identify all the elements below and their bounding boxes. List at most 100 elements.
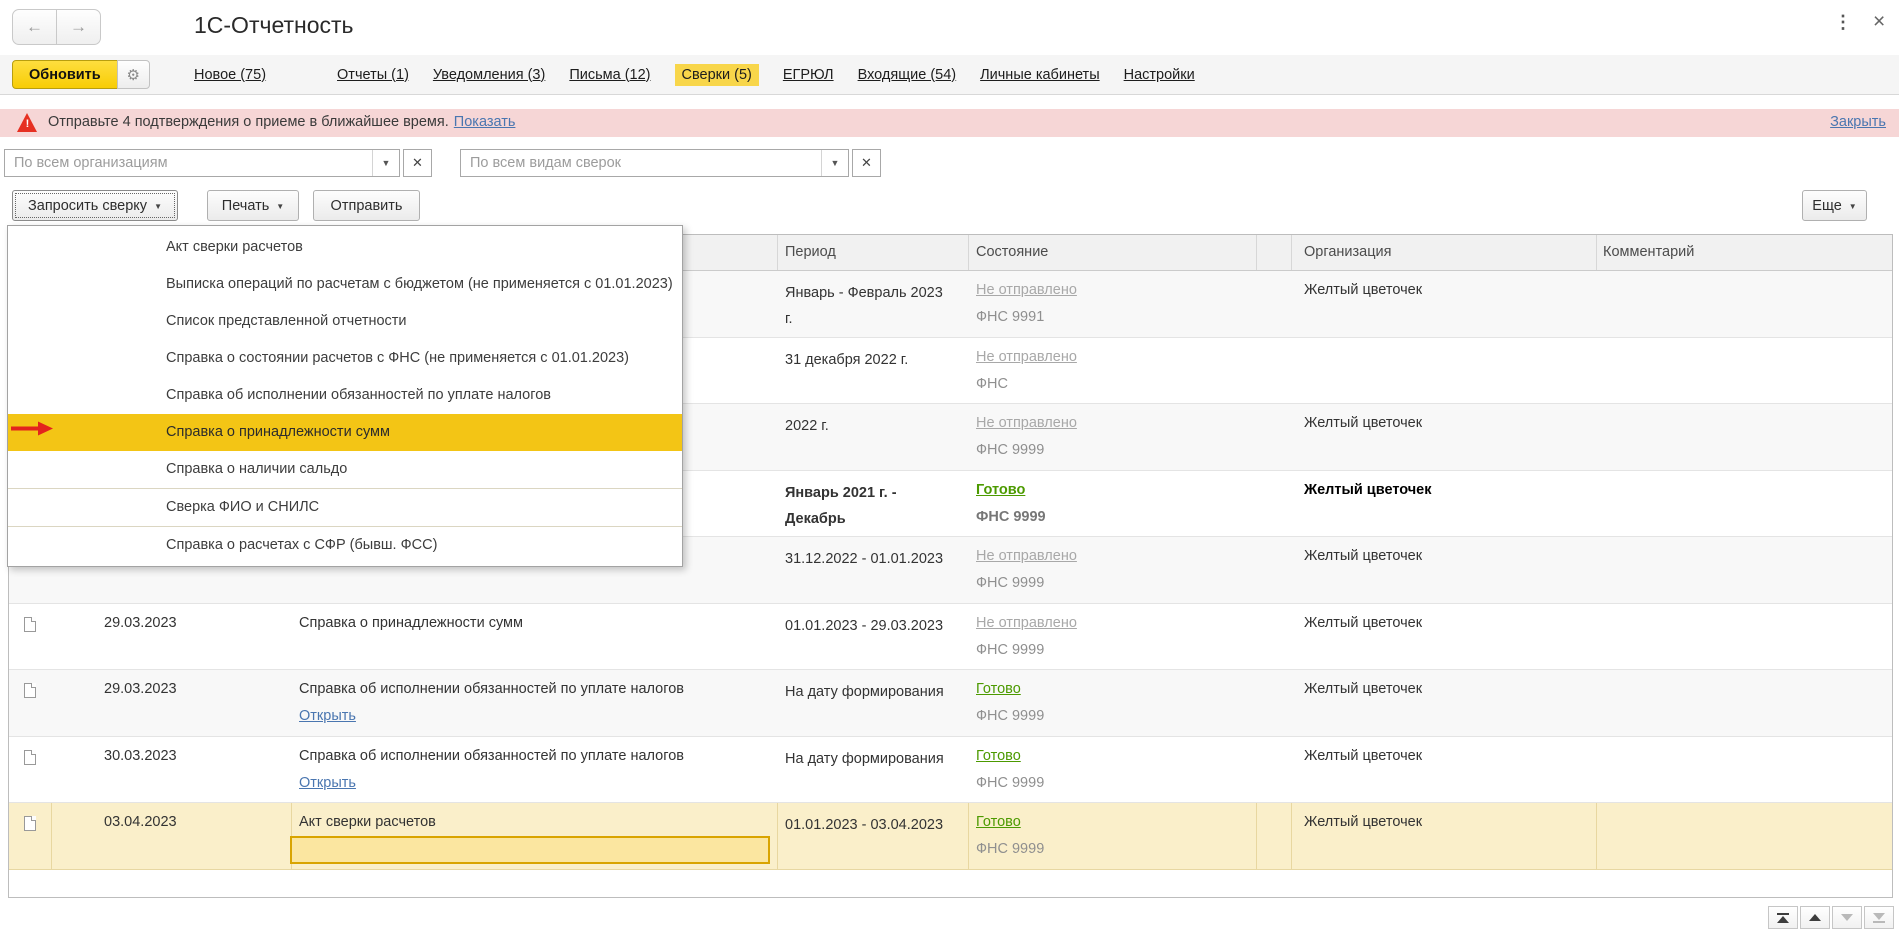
column-header-state[interactable]: Состояние bbox=[976, 244, 1049, 260]
table-row-7[interactable]: 29.03.2023 Справка об исполнении обязанно… bbox=[9, 670, 1892, 737]
cell-border bbox=[1596, 803, 1597, 869]
row-organization: Желтый цветочек bbox=[1304, 548, 1423, 564]
chevron-down-icon: ▼ bbox=[154, 202, 162, 211]
show-link[interactable]: Показать bbox=[453, 114, 516, 130]
cell-border bbox=[51, 803, 52, 869]
comparison-kind-filter[interactable]: По всем видам сверок ▼ bbox=[460, 149, 849, 177]
back-button[interactable]: ← bbox=[12, 9, 57, 45]
row-period: На дату формирования bbox=[785, 750, 944, 767]
tab-2[interactable]: Отчеты (1) bbox=[337, 66, 409, 83]
state-department: ФНС 9999 bbox=[976, 575, 1045, 591]
row-date: 29.03.2023 bbox=[104, 681, 177, 697]
column-header-period[interactable]: Период bbox=[785, 244, 836, 260]
row-organization: Желтый цветочек bbox=[1304, 614, 1423, 631]
scroll-up-button[interactable] bbox=[1800, 906, 1830, 929]
state-link[interactable]: Не отправлено bbox=[976, 548, 1077, 564]
scroll-last-button[interactable] bbox=[1864, 906, 1894, 929]
menu-item-7[interactable]: Справка о наличии сальдо bbox=[166, 461, 348, 477]
state-link[interactable]: Готово bbox=[976, 681, 1021, 697]
menu-item-8[interactable]: Сверка ФИО и СНИЛС bbox=[166, 499, 320, 515]
chevron-down-icon[interactable]: ▼ bbox=[372, 150, 399, 176]
row-period: На дату формирования bbox=[785, 684, 944, 700]
row-organization: Желтый цветочек bbox=[1304, 282, 1423, 298]
menu-item-4[interactable]: Справка о состоянии расчетов с ФНС (не п… bbox=[166, 350, 629, 366]
state-link[interactable]: Готово bbox=[976, 747, 1021, 764]
state-link[interactable]: Не отправлено bbox=[976, 348, 1077, 365]
history-buttons: ← → bbox=[12, 9, 101, 45]
row-date: 03.04.2023 bbox=[104, 814, 177, 830]
cell-border bbox=[777, 803, 778, 869]
menu-separator bbox=[8, 488, 682, 489]
banner-text: Отправьте 4 подтверждения о приеме в бли… bbox=[48, 114, 449, 130]
row-period: Январь - Февраль 2023 г. bbox=[785, 285, 943, 327]
row-period: 01.01.2023 - 29.03.2023 bbox=[785, 617, 944, 634]
refresh-button[interactable]: Обновить bbox=[12, 60, 118, 89]
pointer-arrow-icon bbox=[11, 421, 53, 436]
open-link[interactable]: Открыть bbox=[299, 774, 356, 791]
forward-arrow-icon: → bbox=[70, 17, 87, 36]
tab-7[interactable]: Входящие (54) bbox=[857, 66, 957, 83]
tab-bar: Обновить ⚙ Новое (75) Отчеты (1) Уведомлен… bbox=[0, 55, 1899, 95]
gear-button[interactable]: ⚙ bbox=[116, 60, 150, 89]
row-period: Январь 2021 г. - Декабрь bbox=[785, 484, 897, 527]
scroll-first-icon bbox=[1777, 912, 1789, 923]
menu-item-3[interactable]: Список представленной отчетности bbox=[166, 313, 407, 329]
state-link[interactable]: Готово bbox=[976, 481, 1026, 498]
tab-5[interactable]: Сверки (5) bbox=[674, 63, 759, 86]
tab-3[interactable]: Уведомления (3) bbox=[432, 66, 546, 83]
comparison-kind-filter-clear-button[interactable]: ✕ bbox=[852, 149, 881, 177]
row-period: 31.12.2022 - 01.01.2023 bbox=[785, 551, 944, 567]
row-date: 30.03.2023 bbox=[104, 747, 177, 764]
menu-item-1[interactable]: Акт сверки расчетов bbox=[166, 239, 303, 255]
gear-icon: ⚙ bbox=[126, 66, 140, 84]
column-header-organization[interactable]: Организация bbox=[1304, 244, 1392, 260]
state-link[interactable]: Не отправлено bbox=[976, 614, 1077, 631]
menu-item-5[interactable]: Справка об исполнении обязанностей по уп… bbox=[166, 387, 551, 403]
focused-edit-cell[interactable] bbox=[290, 836, 770, 864]
menu-item-9[interactable]: Справка о расчетах с СФР (бывш. ФСС) bbox=[166, 537, 438, 553]
tab-6[interactable]: ЕГРЮЛ bbox=[782, 66, 834, 83]
organization-filter-clear-button[interactable]: ✕ bbox=[403, 149, 432, 177]
row-period: 01.01.2023 - 03.04.2023 bbox=[785, 817, 944, 833]
cell-border bbox=[1291, 803, 1292, 869]
scroll-first-button[interactable] bbox=[1768, 906, 1798, 929]
scroll-last-icon bbox=[1873, 912, 1885, 923]
table-row-9[interactable]: 03.04.2023 Акт сверки расчетов 01.01.2023 … bbox=[9, 803, 1892, 870]
cell-border bbox=[1256, 803, 1257, 869]
table-row-8[interactable]: 30.03.2023 Справка об исполнении обязанно… bbox=[9, 736, 1892, 803]
kebab-menu-icon[interactable]: ⋮ bbox=[1834, 12, 1852, 32]
state-link[interactable]: Не отправлено bbox=[976, 282, 1077, 298]
tab-4[interactable]: Письма (12) bbox=[569, 66, 651, 83]
request-comparison-button[interactable]: Запросить сверку ▼ bbox=[12, 190, 178, 221]
tab-1[interactable]: Новое (75) bbox=[194, 66, 267, 83]
menu-item-6[interactable]: Справка о принадлежности сумм bbox=[8, 414, 682, 451]
organization-filter[interactable]: По всем организациям ▼ bbox=[4, 149, 400, 177]
close-icon[interactable]: × bbox=[1873, 10, 1886, 33]
more-button[interactable]: Еще ▼ bbox=[1802, 190, 1867, 221]
state-link[interactable]: Готово bbox=[976, 814, 1021, 830]
open-link[interactable]: Открыть bbox=[299, 708, 356, 724]
print-button[interactable]: Печать ▼ bbox=[207, 190, 299, 221]
menu-item-2[interactable]: Выписка операций по расчетам с бюджетом … bbox=[166, 276, 673, 292]
chevron-down-icon[interactable]: ▼ bbox=[821, 150, 848, 176]
tab-9[interactable]: Настройки bbox=[1123, 66, 1195, 83]
tab-8[interactable]: Личные кабинеты bbox=[980, 66, 1100, 83]
state-department: ФНС 9999 bbox=[976, 841, 1045, 857]
more-label: Еще bbox=[1812, 197, 1842, 214]
scroll-down-button[interactable] bbox=[1832, 906, 1862, 929]
column-header-comment[interactable]: Комментарий bbox=[1603, 244, 1695, 260]
state-department: ФНС 9999 bbox=[976, 442, 1045, 458]
table-row-6[interactable]: 29.03.2023 Справка о принадлежности сумм 0… bbox=[9, 603, 1892, 670]
document-icon bbox=[24, 683, 36, 698]
row-organization: Желтый цветочек bbox=[1304, 481, 1432, 498]
state-department: ФНС 9999 bbox=[976, 774, 1045, 791]
banner-close-link[interactable]: Закрыть bbox=[1830, 114, 1886, 130]
row-organization: Желтый цветочек bbox=[1304, 681, 1423, 697]
tab-bar-tabs: Новое (75) Отчеты (1) Уведомления (3) Письм… bbox=[194, 55, 1195, 94]
forward-button[interactable]: → bbox=[56, 9, 101, 45]
send-button[interactable]: Отправить bbox=[313, 190, 420, 221]
state-link[interactable]: Не отправлено bbox=[976, 415, 1077, 431]
scroll-down-icon bbox=[1841, 914, 1853, 921]
chevron-down-icon: ▼ bbox=[276, 202, 285, 211]
